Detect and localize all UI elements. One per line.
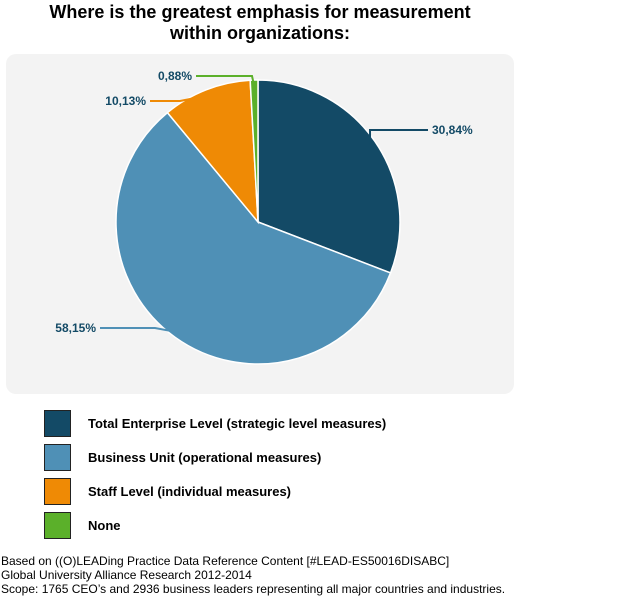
chart-title-line-2: within organizations:: [170, 23, 350, 43]
legend-swatch: [44, 512, 71, 539]
source-note: Based on ((O)LEADing Practice Data Refer…: [1, 554, 505, 596]
pie-slice-0: [257, 79, 401, 274]
data-label-3: 0,88%: [158, 69, 192, 83]
legend-label: None: [88, 518, 121, 533]
data-label-1: 58,15%: [55, 321, 96, 335]
legend-swatch: [44, 478, 71, 505]
data-label-0: 30,84%: [432, 123, 473, 137]
legend-swatch: [44, 444, 71, 471]
source-line-3: Scope: 1765 CEO’s and 2936 business lead…: [1, 582, 506, 596]
pie-slice-1: [115, 111, 392, 365]
legend-label: Total Enterprise Level (strategic level …: [88, 416, 387, 431]
pie-slice-2: [166, 79, 259, 225]
leader-line-2: [150, 94, 209, 102]
pie-chart: 30,84% 58,15% 10,13% 0,88%: [55, 69, 473, 365]
leader-line-1: [100, 327, 179, 334]
legend-label: Staff Level (individual measures): [88, 484, 292, 499]
chart-title: Where is the greatest emphasis for measu…: [0, 2, 520, 44]
source-line-2: Global University Alliance Research 2012…: [1, 568, 252, 582]
leader-line-0: [368, 129, 428, 145]
chart-title-line-1: Where is the greatest emphasis for measu…: [49, 2, 471, 22]
legend-swatch: [44, 410, 71, 437]
leader-line-3: [196, 75, 256, 87]
legend-label: Business Unit (operational measures): [88, 450, 322, 465]
pie-slice-3: [249, 79, 259, 223]
data-label-2: 10,13%: [105, 94, 146, 108]
source-line-1: Based on ((O)LEADing Practice Data Refer…: [1, 554, 450, 568]
